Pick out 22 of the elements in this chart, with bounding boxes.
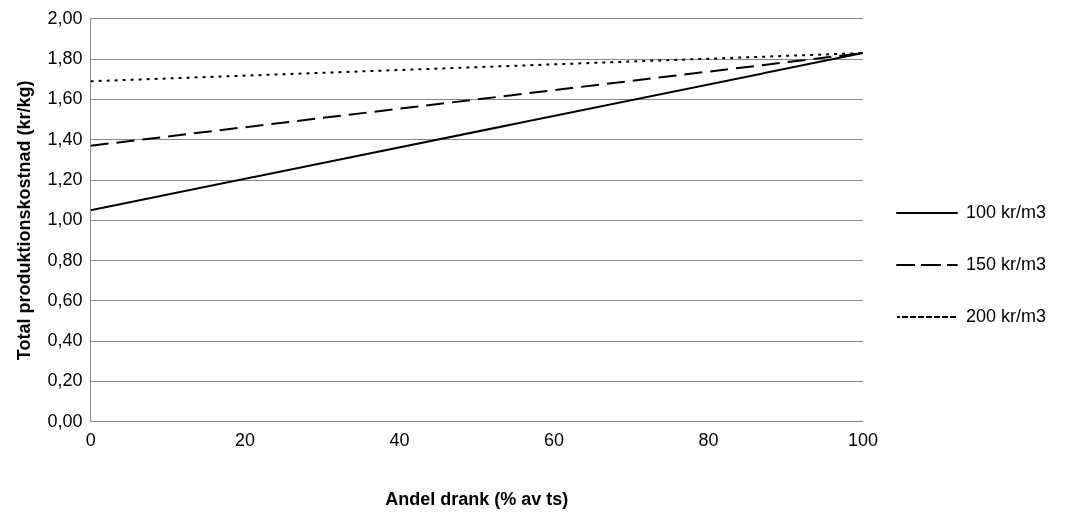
y-tick-label: 0,60 [47, 289, 83, 310]
y-tick-label: 1,20 [47, 168, 83, 189]
y-tick-label: 1,00 [47, 209, 83, 230]
legend-label: 100 kr/m3 [965, 201, 1047, 222]
x-tick-label: 20 [235, 429, 256, 450]
legend-label: 150 kr/m3 [965, 253, 1047, 274]
x-axis-title: Andel drank (% av ts) [385, 489, 569, 510]
x-tick-label: 0 [85, 429, 96, 450]
x-tick-label: 100 [847, 429, 878, 450]
y-axis-title: Total produktionskostnad (kr/kg) [13, 80, 34, 361]
y-tick-label: 0,00 [47, 410, 83, 431]
y-tick-label: 0,20 [47, 370, 83, 391]
x-tick-label: 40 [389, 429, 410, 450]
y-tick-label: 1,60 [47, 88, 83, 109]
y-tick-label: 0,80 [47, 249, 83, 270]
legend-label: 200 kr/m3 [965, 305, 1047, 326]
y-tick-label: 1,80 [47, 48, 83, 69]
y-tick-label: 0,40 [47, 330, 83, 351]
y-tick-label: 1,40 [47, 128, 83, 149]
x-tick-label: 80 [698, 429, 719, 450]
y-tick-label: 2,00 [47, 7, 83, 28]
x-tick-label: 60 [544, 429, 565, 450]
